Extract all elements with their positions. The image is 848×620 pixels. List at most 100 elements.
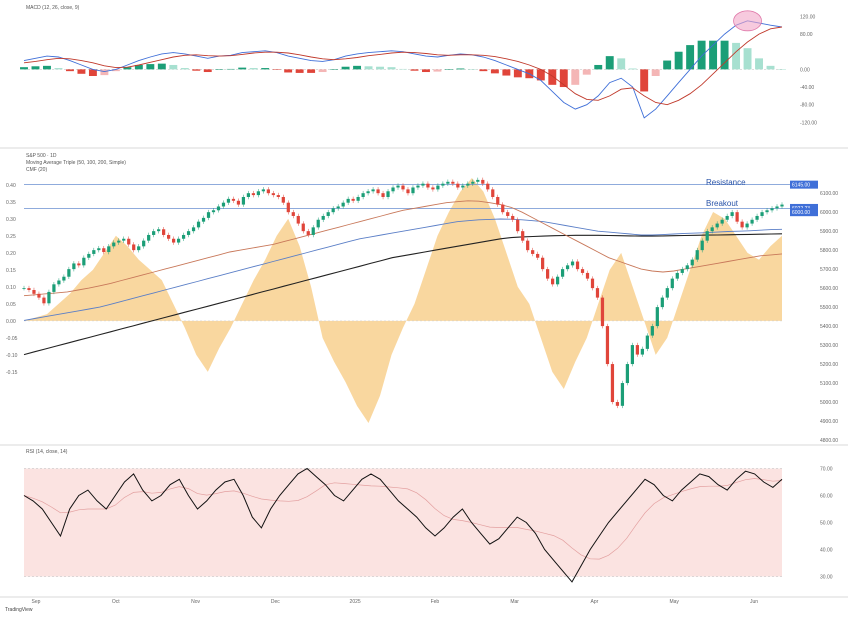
- macd-histogram-bar: [43, 65, 51, 70]
- macd-histogram-bar: [709, 40, 718, 70]
- price-tick-label: 5200.00: [820, 362, 838, 368]
- macd-histogram-bar: [31, 66, 40, 70]
- candle-body: [236, 200, 241, 205]
- macd-pane: 120.00 80.00 0.00 -40.00 -80.00 -120.00: [20, 10, 817, 126]
- candle-body: [705, 231, 709, 241]
- candle-body: [211, 210, 216, 213]
- x-tick-label: Mar: [510, 599, 519, 605]
- candle-body: [695, 250, 699, 260]
- candle-body: [266, 189, 270, 194]
- cmf-tick-label: 0.20: [6, 251, 16, 257]
- candle-body: [216, 206, 221, 211]
- macd-histogram-bar: [467, 69, 476, 70]
- candle-body: [406, 189, 410, 194]
- macd-histogram-bar: [732, 42, 741, 70]
- candle-body: [670, 278, 674, 289]
- cmf-tick-label: 0.25: [6, 234, 16, 240]
- candle-body: [506, 212, 510, 216]
- candle-body: [261, 189, 265, 192]
- cmf-area: [24, 178, 782, 423]
- candle-body: [486, 183, 490, 190]
- macd-histogram-bar: [238, 67, 247, 70]
- candle-body: [476, 179, 480, 182]
- candle-body: [162, 229, 166, 235]
- cmf-tick-label: 0.30: [6, 217, 16, 223]
- candle-body: [306, 231, 310, 235]
- x-tick-label: Feb: [431, 599, 440, 605]
- candle-body: [451, 181, 455, 184]
- candle-body: [366, 191, 370, 194]
- candle-body: [770, 208, 774, 211]
- price-header: S&P 500 · 1D: [26, 153, 57, 159]
- macd-histogram-bar: [341, 66, 350, 70]
- macd-histogram-bar: [594, 64, 603, 70]
- candle-body: [436, 185, 440, 190]
- tradingview-logo: TradingView: [5, 607, 33, 613]
- candle-body: [231, 198, 236, 201]
- cmf-tick-label: 0.10: [6, 285, 16, 291]
- candle-body: [47, 291, 51, 304]
- macd-histogram-bar: [410, 69, 419, 71]
- cmf-header: CMF (20): [26, 167, 48, 173]
- price-label: 6000.00: [792, 210, 810, 216]
- candle-body: [740, 221, 744, 228]
- candle-body: [62, 276, 66, 281]
- macd-histogram-bar: [20, 67, 28, 70]
- candle-body: [765, 210, 769, 213]
- candle-body: [600, 297, 605, 327]
- candle-body: [167, 234, 171, 239]
- candle-body: [361, 193, 365, 197]
- macd-histogram-bar: [387, 67, 396, 70]
- price-tick-label: 5700.00: [820, 267, 838, 273]
- macd-histogram-bar: [548, 69, 557, 85]
- candle-body: [496, 196, 500, 205]
- rsi-header: RSI (14, close, 14): [26, 449, 68, 455]
- axes: Sep Oct Nov Dec 2025 Feb Mar Apr May Jun: [32, 599, 759, 605]
- candle-body: [82, 257, 86, 266]
- candle-body: [650, 326, 654, 336]
- candle-body: [72, 263, 76, 270]
- macd-line: [23, 20, 783, 119]
- macd-histogram-bar: [605, 56, 614, 70]
- cmf-tick-label: -0.05: [6, 336, 18, 342]
- candle-body: [221, 202, 226, 207]
- candle-body: [351, 198, 355, 201]
- x-tick-label: Apr: [591, 599, 599, 605]
- macd-histogram-bar: [755, 58, 763, 70]
- candle-body: [565, 265, 570, 270]
- candle-body: [655, 307, 659, 327]
- candle-body: [555, 276, 560, 285]
- cmf-tick-label: 0.15: [6, 268, 16, 274]
- candle-body: [466, 183, 470, 186]
- x-tick-label: Dec: [271, 599, 280, 605]
- candle-body: [610, 364, 615, 403]
- macd-histogram-bar: [456, 68, 465, 70]
- x-tick-label: 2025: [350, 599, 361, 605]
- macd-histogram-bar: [88, 69, 97, 76]
- macd-histogram-bar: [295, 69, 304, 73]
- signal-line: [23, 26, 783, 106]
- candle-body: [760, 212, 764, 216]
- candle-body: [77, 263, 81, 266]
- macd-histogram-bar: [157, 63, 166, 70]
- candle-body: [122, 238, 126, 241]
- candle-body: [491, 189, 495, 197]
- candle-body: [526, 240, 530, 251]
- candle-body: [700, 240, 704, 251]
- candle-body: [117, 240, 121, 243]
- candle-body: [196, 221, 201, 228]
- price-label: 6145.00: [792, 183, 810, 189]
- candle-body: [37, 293, 41, 298]
- price-tick-label: 5900.00: [820, 229, 838, 235]
- rsi-signal-line: [23, 478, 783, 560]
- macd-histogram-bar: [376, 66, 384, 70]
- cmf-tick-label: 0.40: [6, 183, 16, 189]
- macd-tick-label: -80.00: [800, 103, 814, 109]
- macd-histogram-bar: [169, 64, 178, 70]
- price-tick-label: 5600.00: [820, 286, 838, 292]
- candle-body: [615, 402, 620, 406]
- candle-body: [456, 183, 460, 188]
- macd-tick-label: -120.00: [800, 120, 817, 126]
- price-tick-label: 6100.00: [820, 191, 838, 197]
- price-tick-label: 5100.00: [820, 381, 838, 387]
